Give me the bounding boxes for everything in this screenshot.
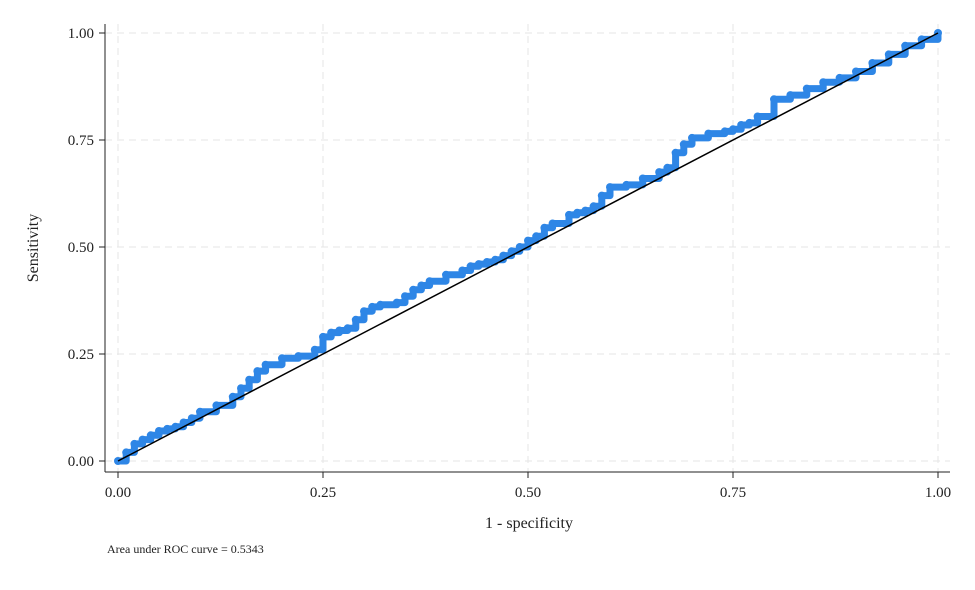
roc-point [146,431,155,440]
roc-point [606,183,614,192]
roc-point [474,260,483,269]
roc-point [327,328,336,337]
roc-point [360,307,368,316]
roc-point [729,125,737,134]
roc-point [507,247,516,256]
roc-point [483,258,491,266]
roc-point [622,180,631,189]
roc-point [745,118,754,127]
roc-point [515,243,524,251]
roc-point [532,232,541,241]
roc-point [458,266,467,275]
x-ticks: 0.00 0.25 0.50 0.75 1.00 [105,472,951,501]
roc-point [335,326,344,335]
roc-point [753,112,762,121]
y-tick-label: 0.25 [68,347,94,363]
roc-point [868,59,877,67]
roc-point [491,255,500,264]
roc-point [565,210,573,219]
roc-point [163,424,172,433]
roc-point [179,418,188,427]
roc-point [351,315,360,324]
roc-point [368,302,377,311]
roc-point [917,35,926,44]
roc-series [114,29,942,465]
roc-point [376,300,385,309]
roc-point [671,148,680,157]
roc-point [343,324,352,333]
y-tick-label: 0.00 [68,454,94,470]
auc-note: Area under ROC curve = 0.5343 [107,542,264,556]
roc-point [802,84,811,93]
roc-point [688,133,696,142]
roc-point [655,168,664,177]
roc-point [704,129,713,138]
roc-point [884,50,893,59]
roc-point [409,285,418,294]
x-tick-label: 0.00 [105,485,131,501]
roc-point [442,270,450,279]
roc-point [589,202,598,211]
roc-point [417,281,426,290]
roc-point [138,435,147,444]
x-axis-title: 1 - specificity [485,515,573,532]
roc-point [278,354,286,363]
roc-point [294,352,303,361]
roc-point [901,41,910,50]
roc-point [819,78,828,87]
roc-point [261,360,270,369]
roc-point [540,223,549,232]
roc-point [171,422,180,431]
roc-point [392,298,401,307]
roc-point [581,206,590,215]
roc-point [319,332,327,341]
roc-point [122,448,131,457]
roc-point [155,427,163,435]
x-tick-label: 0.50 [515,485,541,501]
reference-diagonal-line [117,32,939,462]
x-tick-label: 0.25 [310,485,336,501]
roc-point [770,95,778,104]
roc-point [663,163,672,172]
y-tick-label: 1.00 [68,26,94,42]
roc-point [212,401,221,410]
roc-point [401,292,409,301]
roc-point [245,375,254,384]
roc-point [852,67,860,76]
roc-point [187,414,196,423]
y-tick-label: 0.75 [68,133,94,149]
roc-point [638,174,647,183]
roc-point [228,392,237,401]
x-tick-label: 1.00 [925,485,951,501]
roc-point [196,407,204,416]
roc-point [548,219,557,228]
roc-point [737,121,746,129]
x-tick-label: 0.75 [720,485,746,501]
roc-point [237,384,245,393]
roc-point [524,236,532,245]
y-axis-title: Sensitivity [25,214,42,282]
roc-point [597,191,606,200]
roc-point [499,251,508,260]
roc-point [466,262,475,271]
roc-point [720,127,729,136]
y-tick-label: 0.50 [68,240,94,256]
roc-point [425,277,434,286]
roc-point [679,140,688,149]
roc-point [310,345,319,354]
roc-point [130,439,139,448]
roc-point [253,367,262,376]
roc-point [786,91,795,100]
y-ticks: 0.00 0.25 0.50 0.75 1.00 [68,26,105,470]
roc-point [573,208,582,217]
roc-point [835,73,844,82]
